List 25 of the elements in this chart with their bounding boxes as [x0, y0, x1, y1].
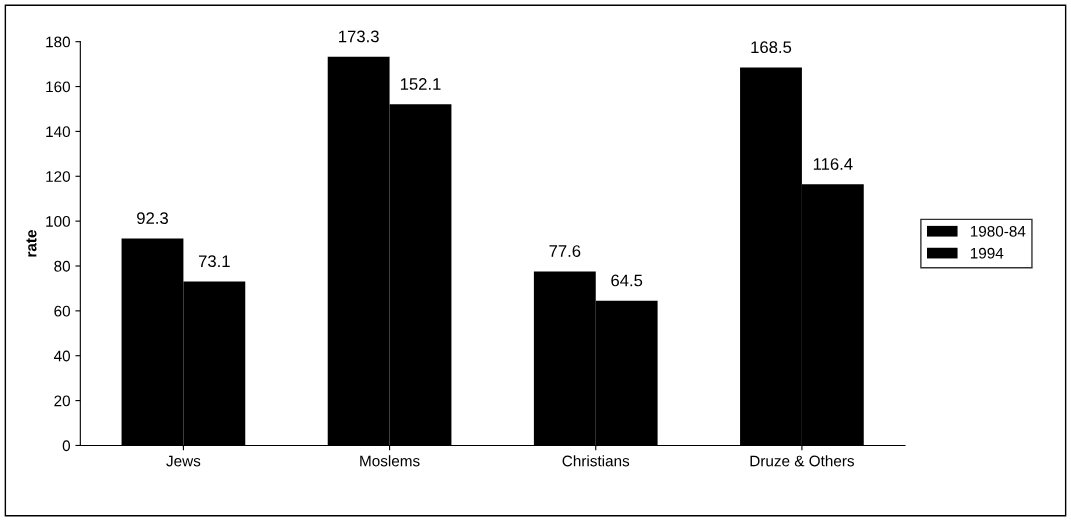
legend-label: 1980-84 — [970, 225, 1026, 237]
y-tick-label: 160 — [46, 81, 71, 93]
y-tick-label: 20 — [54, 395, 71, 407]
y-tick-label: 120 — [46, 171, 71, 182]
y-tick-label: 180 — [46, 36, 71, 48]
data-label: 73.1 — [198, 255, 230, 268]
data-label: 77.6 — [549, 245, 581, 257]
x-tick-label: Moslems — [360, 455, 420, 467]
y-tick-label: 100 — [46, 216, 71, 227]
y-tick-label: 80 — [54, 260, 71, 272]
y-tick-label: 60 — [54, 305, 71, 317]
data-label: 168.5 — [751, 41, 792, 54]
y-axis-title: rate — [26, 230, 37, 257]
x-tick-label: Christians — [562, 455, 630, 467]
y-tick-label: 0 — [62, 440, 71, 452]
y-tick-label: 140 — [46, 126, 71, 138]
data-label: 152.1 — [400, 78, 441, 90]
y-tick-label: 40 — [53, 350, 71, 362]
x-tick-label: Druze & Others — [750, 455, 854, 467]
data-label: 64.5 — [611, 274, 643, 287]
x-tick-label: Jews — [166, 455, 201, 467]
data-label: 116.4 — [813, 158, 853, 170]
data-label: 92.3 — [137, 212, 168, 224]
data-label: 173.3 — [339, 30, 379, 43]
legend-label: 1994 — [970, 247, 1004, 259]
